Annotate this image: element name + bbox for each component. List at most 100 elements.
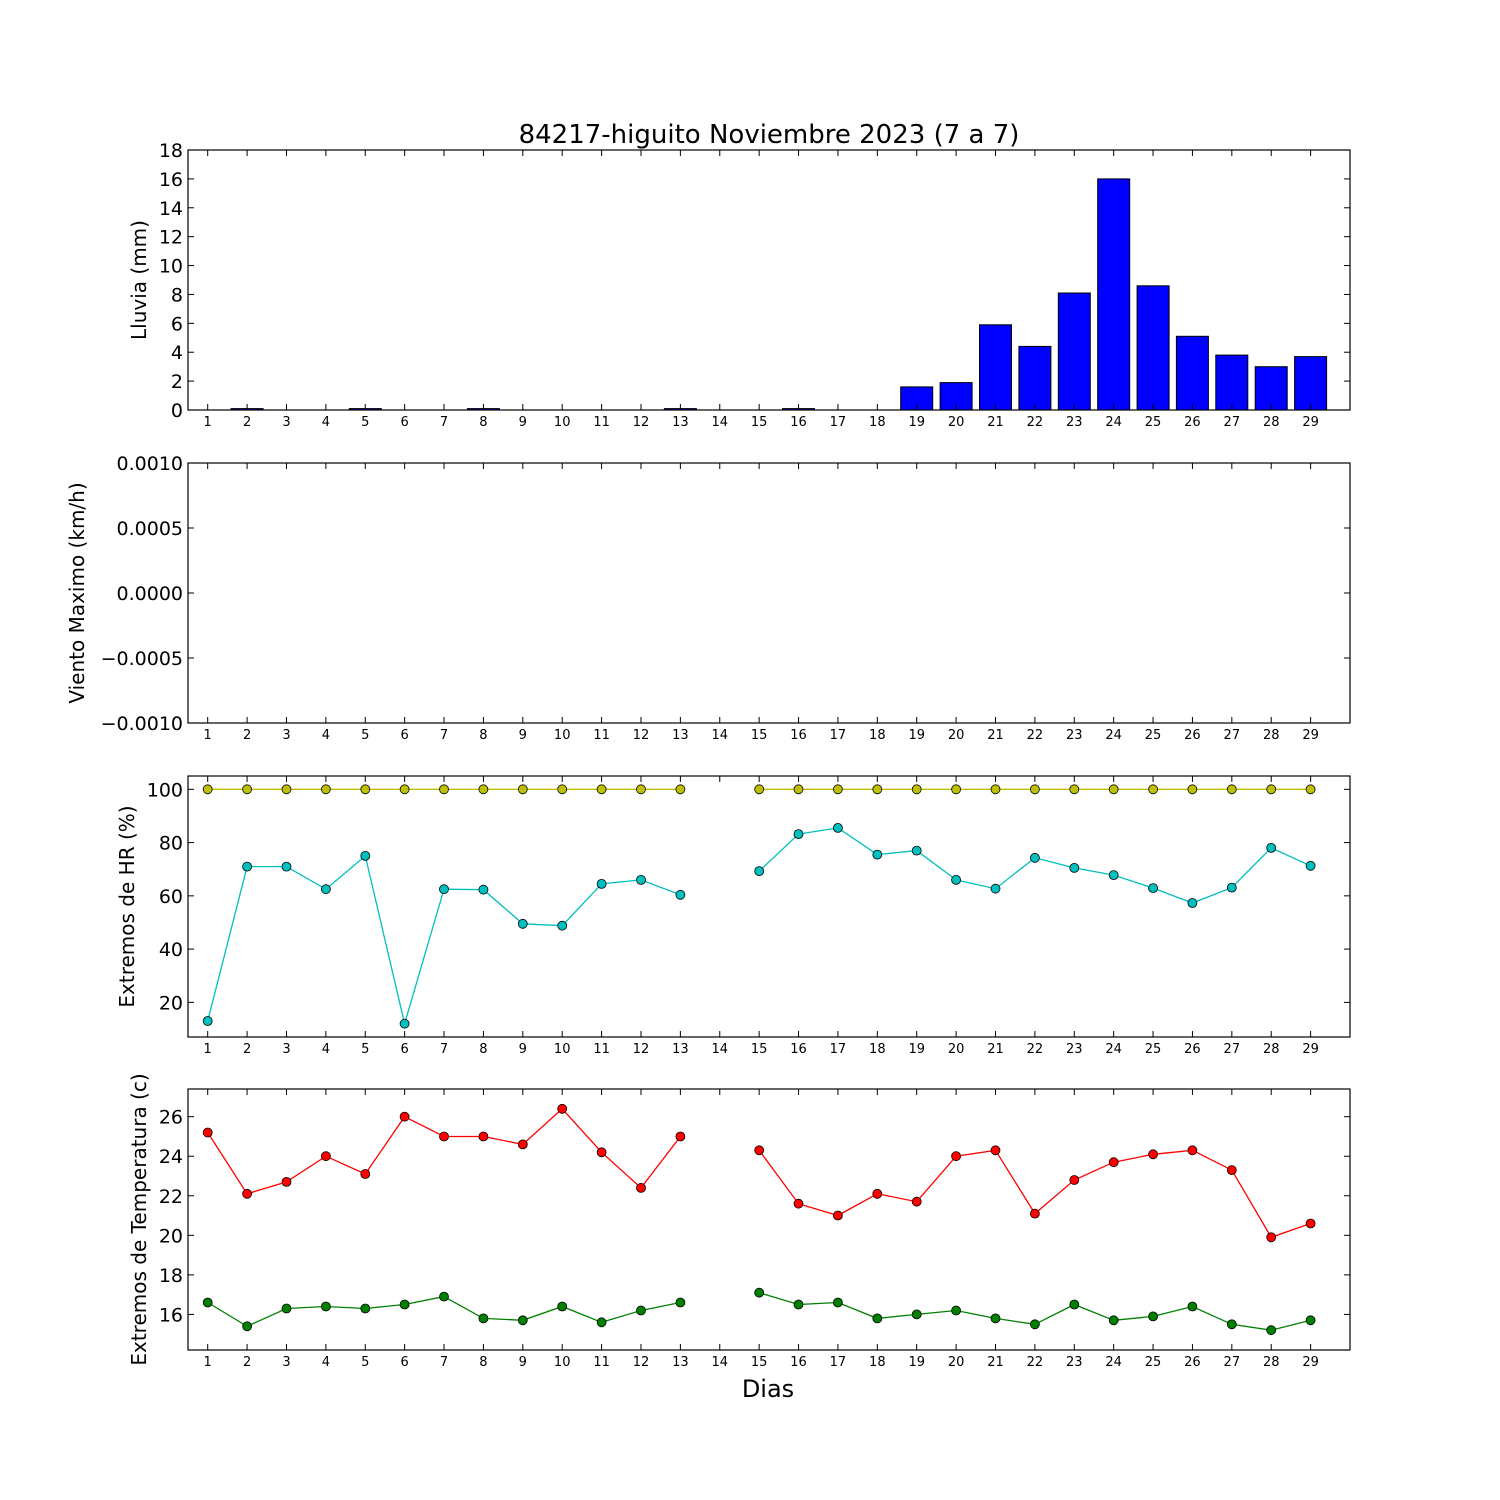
y-tick-label: 6 bbox=[171, 313, 183, 335]
x-tick-label: 27 bbox=[1224, 415, 1241, 430]
point-day-1 bbox=[202, 1016, 213, 1026]
chart-title: 84217-higuito Noviembre 2023 (7 a 7) bbox=[519, 120, 1020, 150]
x-tick-label: 25 bbox=[1145, 1355, 1162, 1370]
x-tick-label: 16 bbox=[790, 1355, 807, 1370]
x-tick-label: 6 bbox=[401, 1355, 409, 1370]
x-tick-label: 27 bbox=[1224, 1355, 1241, 1370]
y-tick-label: 0 bbox=[171, 400, 183, 422]
point-day-11 bbox=[596, 879, 607, 889]
x-tick-label: 2 bbox=[243, 1042, 251, 1057]
x-tick-label: 29 bbox=[1302, 1355, 1319, 1370]
x-tick-label: 20 bbox=[948, 1355, 965, 1370]
x-tick-label: 16 bbox=[790, 1042, 807, 1057]
y-tick-label: 26 bbox=[159, 1107, 183, 1129]
point-day-9 bbox=[517, 1315, 528, 1326]
point-day-20 bbox=[951, 875, 961, 885]
x-tick-label: 13 bbox=[672, 415, 689, 430]
point-day-21 bbox=[990, 883, 1001, 894]
point-day-26 bbox=[1187, 784, 1198, 795]
x-tick-label: 22 bbox=[1027, 728, 1044, 743]
y-tick-label: 20 bbox=[159, 1225, 183, 1247]
y-tick-label: 24 bbox=[159, 1146, 183, 1168]
y-axis-label: Extremos de Temperatura (c) bbox=[127, 1073, 151, 1365]
point-day-26 bbox=[1187, 1145, 1198, 1156]
point-day-8 bbox=[478, 1313, 489, 1324]
point-day-4 bbox=[320, 884, 331, 895]
point-day-12 bbox=[636, 784, 646, 795]
x-tick-label: 28 bbox=[1263, 1042, 1280, 1057]
point-day-29 bbox=[1305, 1315, 1316, 1326]
point-day-13 bbox=[675, 1297, 686, 1308]
point-day-21 bbox=[990, 784, 1001, 795]
point-day-11 bbox=[596, 784, 607, 795]
x-tick-label: 13 bbox=[672, 1355, 689, 1370]
x-tick-label: 28 bbox=[1263, 1355, 1280, 1370]
x-tick-label: 14 bbox=[711, 1042, 728, 1057]
x-tick-label: 10 bbox=[554, 728, 571, 743]
point-day-1 bbox=[202, 1127, 213, 1138]
x-tick-label: 27 bbox=[1224, 728, 1241, 743]
y-tick-label: 100 bbox=[147, 779, 183, 801]
x-tick-label: 15 bbox=[751, 415, 768, 430]
point-day-4 bbox=[320, 1151, 331, 1162]
point-day-24 bbox=[1108, 1315, 1119, 1326]
bar-day-26 bbox=[1175, 335, 1209, 411]
x-tick-label: 11 bbox=[593, 1355, 610, 1370]
point-day-7 bbox=[439, 1291, 449, 1302]
x-tick-label: 8 bbox=[479, 1355, 487, 1370]
point-day-22 bbox=[1030, 852, 1040, 863]
x-tick-label: 8 bbox=[479, 415, 487, 430]
point-day-7 bbox=[439, 1131, 449, 1142]
point-day-27 bbox=[1226, 1165, 1237, 1175]
point-day-19 bbox=[911, 784, 922, 795]
point-day-18 bbox=[872, 1188, 883, 1199]
x-tick-label: 5 bbox=[361, 1355, 369, 1370]
point-day-22 bbox=[1030, 784, 1040, 795]
series-line-segment bbox=[207, 854, 681, 1027]
x-tick-label: 25 bbox=[1145, 415, 1162, 430]
x-tick-label: 13 bbox=[672, 728, 689, 743]
y-axis-label: Viento Maximo (km/h) bbox=[65, 482, 89, 703]
point-day-5 bbox=[360, 851, 371, 861]
x-tick-label: 7 bbox=[440, 415, 448, 430]
bar-day-22 bbox=[1018, 345, 1052, 411]
point-day-11 bbox=[596, 1317, 607, 1328]
x-tick-label: 20 bbox=[948, 1042, 965, 1057]
point-day-24 bbox=[1108, 784, 1119, 795]
point-day-13 bbox=[675, 784, 686, 795]
bar-day-28 bbox=[1254, 366, 1288, 411]
point-day-23 bbox=[1069, 863, 1080, 873]
point-day-16 bbox=[793, 784, 804, 795]
point-day-18 bbox=[872, 849, 883, 860]
x-tick-label: 23 bbox=[1066, 728, 1083, 743]
x-tick-label: 18 bbox=[869, 415, 886, 430]
point-day-24 bbox=[1108, 1157, 1119, 1168]
plot-frame bbox=[187, 462, 1351, 724]
y-tick-label: 80 bbox=[159, 833, 183, 855]
y-tick-label: 0.0005 bbox=[117, 518, 183, 540]
point-day-3 bbox=[281, 784, 292, 795]
x-tick-label: 4 bbox=[322, 1042, 330, 1057]
point-day-3 bbox=[281, 1177, 292, 1187]
x-tick-label: 2 bbox=[243, 415, 251, 430]
point-day-15 bbox=[754, 866, 765, 876]
hr-series-1 bbox=[202, 823, 1316, 1029]
point-day-25 bbox=[1148, 784, 1158, 795]
x-tick-label: 1 bbox=[204, 1042, 212, 1057]
point-day-21 bbox=[990, 1313, 1001, 1324]
y-tick-label: 8 bbox=[171, 284, 183, 306]
x-tick-label: 10 bbox=[554, 1042, 571, 1057]
x-tick-label: 6 bbox=[401, 1042, 409, 1057]
point-day-10 bbox=[557, 784, 568, 795]
point-day-28 bbox=[1266, 1232, 1277, 1243]
point-day-8 bbox=[478, 884, 489, 895]
x-tick-label: 21 bbox=[987, 1042, 1004, 1057]
x-tick-label: 1 bbox=[204, 1355, 212, 1370]
x-tick-label: 6 bbox=[401, 415, 409, 430]
point-day-27 bbox=[1226, 784, 1237, 795]
point-day-13 bbox=[675, 889, 686, 900]
y-tick-label: 0.0010 bbox=[117, 453, 183, 475]
x-tick-label: 12 bbox=[633, 415, 650, 430]
